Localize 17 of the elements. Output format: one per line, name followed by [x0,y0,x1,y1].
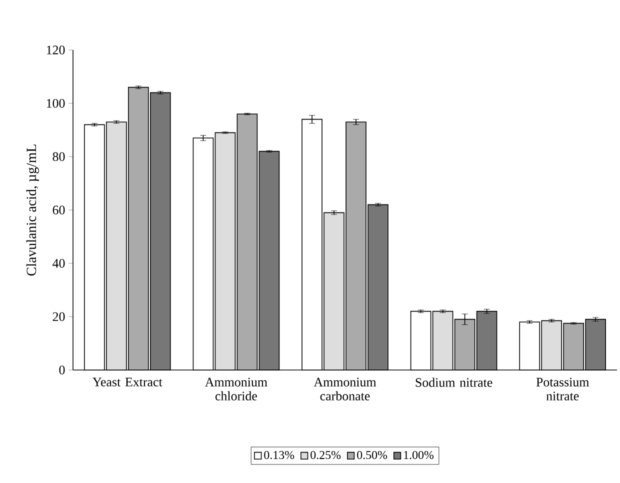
y-tick-label: 0 [59,366,65,374]
x-tick-label: Yeast Extract [92,378,162,386]
x-tick-label: Ammonium chloride [205,378,268,400]
y-tick-label: 120 [46,46,65,54]
y-axis-title: Clavulanic acid, µg/mL [26,144,39,276]
y-tick-label: 20 [52,312,65,322]
y-tick-label: 40 [52,258,65,268]
y-tick-label: 60 [52,206,65,214]
y-tick-label: 100 [46,98,65,108]
x-tick-label: Ammonium carbonate [314,378,376,400]
legend-label: 1.00% [404,450,434,460]
y-tick-label: 80 [52,152,65,162]
legend-label: 0.25% [310,450,341,460]
x-tick-label: Sodium nitrate [416,378,492,387]
legend-label: 0.13% [264,450,294,460]
x-tick-label: Potassium nitrate [536,378,590,400]
legend-label: 0.50% [357,450,388,460]
